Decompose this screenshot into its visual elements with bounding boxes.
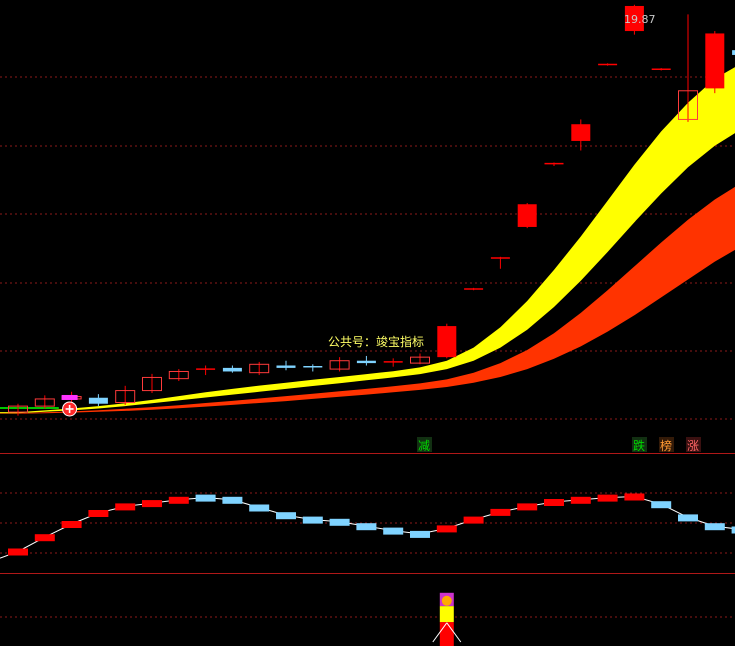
candle-body [705,33,725,89]
middle-step-bar [329,518,350,526]
candle-body [624,5,644,32]
middle-step-bar [463,516,484,524]
middle-step-bar [61,521,82,528]
middle-step-bar [142,500,162,508]
slow-ma-band [0,171,735,414]
candle-body [517,204,537,227]
middle-step-bar [88,510,109,517]
candle-body [678,90,698,120]
fast-ma-band [0,52,735,414]
signal-label-rise-text: 涨 [687,438,699,453]
middle-step-bar [356,523,377,531]
middle-step-bar [249,504,270,512]
candle-body [732,50,735,55]
middle-step-bar [8,548,28,556]
candle-body [410,356,430,364]
signal-label-reduce-text: 减 [418,439,430,453]
middle-step-bar [517,503,538,511]
middle-step-bar [115,503,136,511]
middle-step-bar [302,516,323,524]
candle-body [356,360,376,364]
middle-step-bar [624,493,645,501]
signal-label-list: 榜 [659,437,674,453]
candle-body [8,405,28,413]
candle-body [276,365,296,368]
middle-step-bar [383,527,404,535]
candle-body [142,376,162,392]
middle-step-bar [570,496,591,504]
middle-step-bar [731,526,735,534]
candle-body [329,360,350,370]
candle-body [437,326,457,358]
moving-average-bands [0,52,735,414]
signal-label-rise: 涨 [686,437,701,453]
bottom-bar-red [439,622,454,646]
bottom-indicator-panel [432,592,462,646]
middle-indicator-panel [0,493,735,559]
candle-body [115,390,136,404]
bottom-line-left [432,622,448,643]
top-signal-marker [441,595,452,606]
middle-step-bar [410,530,430,538]
bottom-line-right [446,622,462,643]
middle-step-bar [168,496,189,504]
buy-signal-bar [61,394,78,400]
signal-label-fall-text: 跌 [633,438,645,453]
middle-step-bar [678,514,698,522]
middle-step-bar [34,534,55,542]
candle-body [222,367,242,372]
candle-body [249,363,270,374]
signal-label-fall: 跌 [632,437,647,453]
grid-layer [0,76,735,618]
watermark-text: 公共号：竣宝指标 [328,334,424,349]
signal-label-reduce: 减 [417,437,432,453]
middle-step-bar [436,525,457,533]
middle-step-bar [544,499,564,506]
max-price-label: 19.87 [624,13,656,26]
candle-body [34,398,55,407]
middle-step-bar [222,496,243,504]
middle-step-bar [195,494,216,502]
signal-markers [61,394,78,417]
candle-body [571,124,591,141]
candles [8,4,735,416]
middle-step-bar [651,501,672,509]
signal-label-list-text: 榜 [660,438,672,453]
middle-step-bar [490,508,511,516]
middle-step-bar [276,512,296,520]
middle-step-bar [704,523,725,531]
middle-step-bar [597,494,618,502]
bottom-bar-yellow [439,606,454,623]
candle-body [88,397,108,404]
candle-body [168,370,189,380]
